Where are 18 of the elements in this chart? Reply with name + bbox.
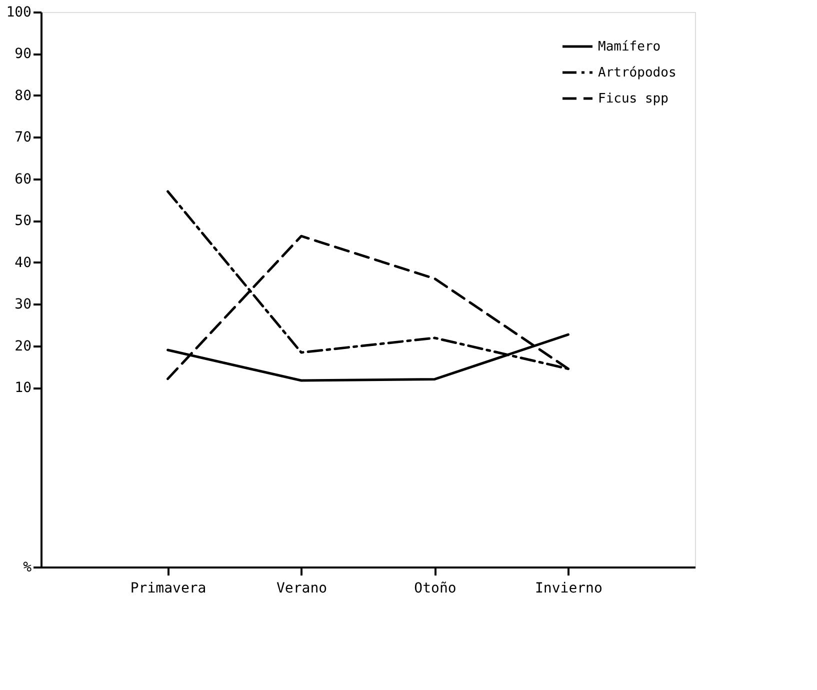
y-tick-label: 90: [14, 46, 32, 62]
y-tick-label: 30: [14, 296, 32, 313]
y-tick-label: 70: [14, 130, 32, 146]
y-tick-label: 80: [14, 88, 32, 104]
x-tick-label: Invierno: [534, 580, 602, 596]
y-tick-label: 50: [14, 213, 32, 230]
y-tick-label: 10: [14, 380, 32, 396]
y-tick-label: 40: [14, 254, 32, 271]
x-tick-label: Otoño: [414, 580, 456, 596]
y-tick-label: %: [23, 560, 32, 576]
y-tick-label: 60: [14, 171, 32, 188]
x-tick-label: Primavera: [130, 580, 206, 596]
legend-label: Artrópodos: [598, 66, 676, 80]
legend-label: Ficus spp: [598, 92, 669, 106]
y-tick-label: 100: [6, 4, 32, 20]
legend-label: Mamífero: [598, 40, 661, 54]
y-tick-label: 20: [14, 338, 32, 354]
x-tick-label: Verano: [276, 580, 328, 596]
